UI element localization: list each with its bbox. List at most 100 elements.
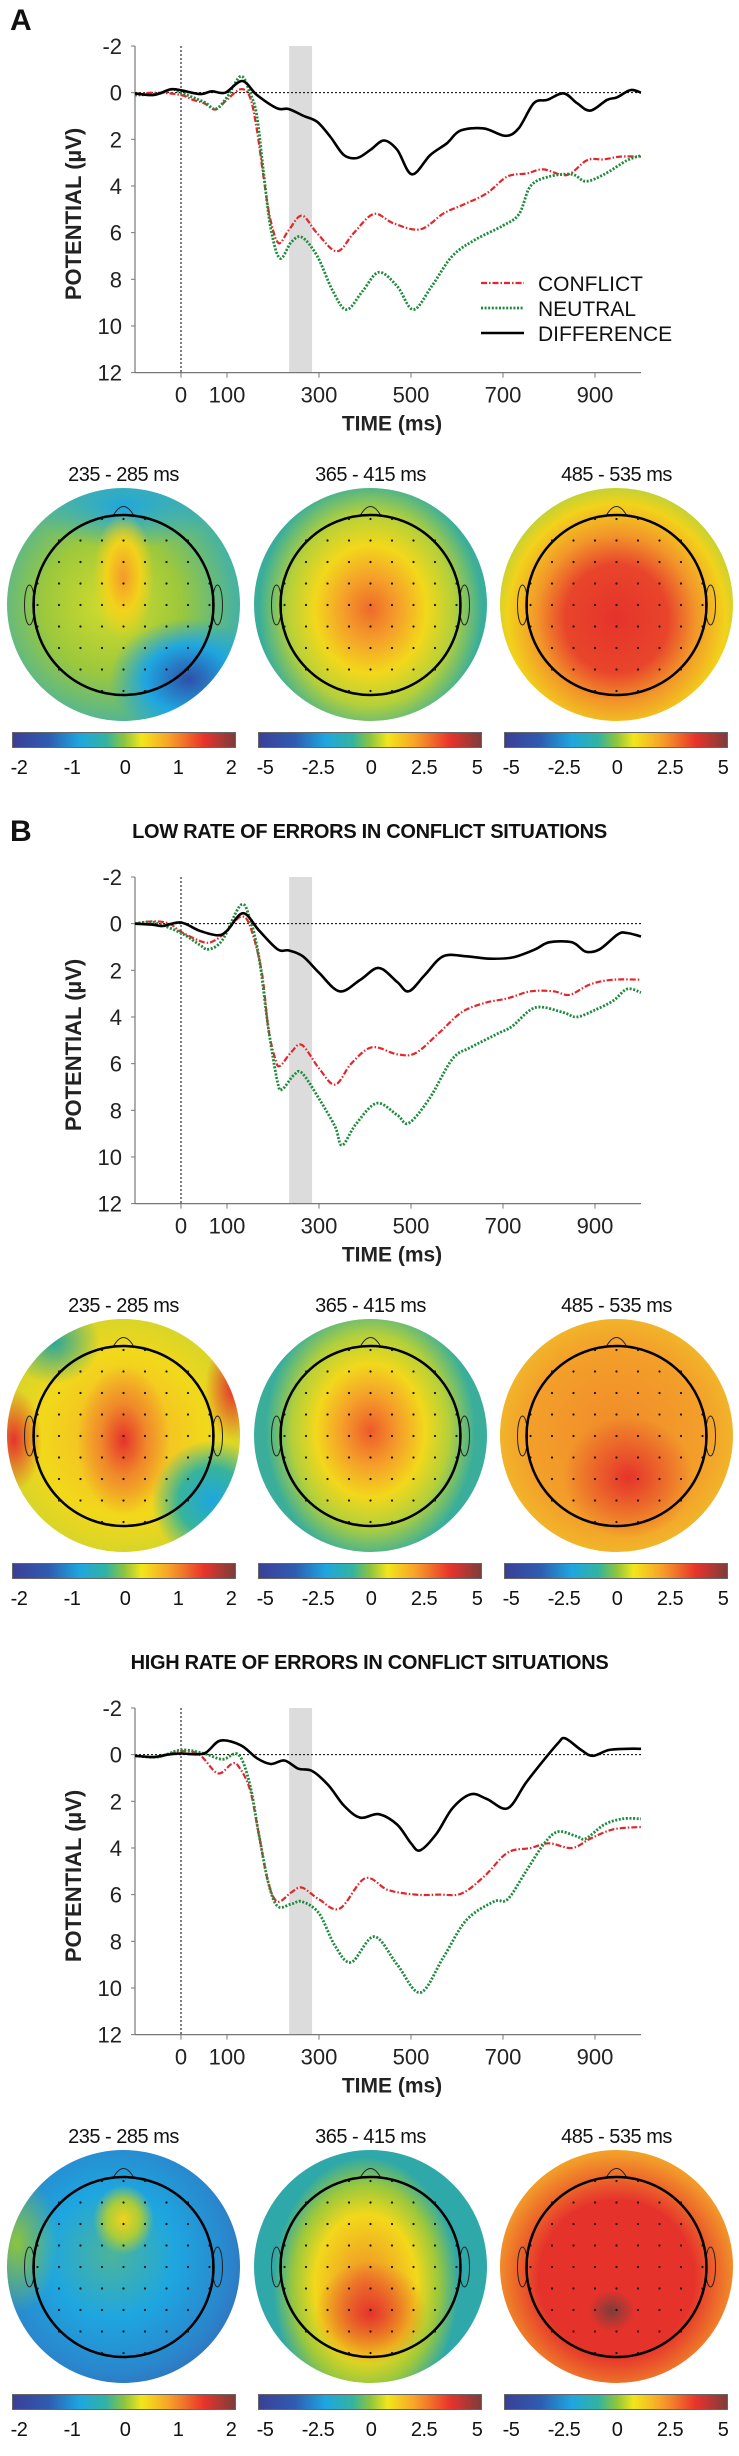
electrode-dot	[433, 539, 437, 542]
electrode-dot	[143, 560, 147, 564]
electrode-dot	[390, 2308, 394, 2312]
electrode-dot	[572, 2265, 575, 2269]
electrode-dot	[636, 2308, 640, 2312]
x-tick-label: 900	[577, 1214, 614, 1239]
electrode-dot	[615, 689, 618, 693]
electrode-dot	[390, 646, 394, 650]
electrode-dot	[390, 1391, 394, 1395]
electrode-dot	[143, 1456, 147, 1459]
electrode-dot	[412, 668, 415, 671]
colorbar-tick-label: 2.5	[656, 757, 684, 779]
electrode-dot	[412, 1499, 415, 1502]
electrode-dot	[208, 1434, 211, 1438]
electrode-dot	[304, 539, 308, 542]
electrode-dot	[304, 2308, 308, 2312]
electrode-dot	[143, 1370, 147, 1373]
electrode-dot	[122, 2308, 125, 2312]
electrode-dot	[143, 517, 147, 521]
electrode-dot	[347, 1499, 351, 1502]
nose-icon	[359, 1337, 382, 1348]
x-tick-label: 0	[175, 1214, 187, 1239]
electrode-dot	[636, 2244, 640, 2247]
electrode-dot	[143, 668, 147, 671]
electrode-dot	[304, 603, 308, 607]
electrode-dot	[550, 2308, 554, 2312]
electrode-dot	[186, 560, 190, 564]
electrode-dot	[593, 560, 597, 564]
electrode-dot	[636, 1370, 640, 1373]
electrode-dot	[122, 625, 125, 628]
electrode-dot	[455, 1434, 458, 1438]
electrode-dot	[369, 2201, 372, 2204]
electrode-dot	[57, 2265, 61, 2269]
electrode-dot	[679, 668, 683, 671]
electrode-dot	[122, 1477, 125, 1481]
electrode-dot	[304, 625, 308, 628]
electrode-dot	[57, 1370, 61, 1373]
electrode-dot	[550, 2222, 554, 2226]
y-axis-label: POTENTIAL (µV)	[61, 128, 86, 300]
electrode-dot	[326, 2222, 329, 2226]
electrode-dot	[347, 1391, 351, 1395]
electrode-dot	[326, 1413, 329, 1416]
head-circle	[525, 1344, 708, 1528]
electrode-dot	[79, 582, 82, 585]
electrode-dot	[636, 2265, 640, 2269]
x-tick-label: 700	[485, 2045, 522, 2070]
electrode-dot	[636, 646, 640, 650]
electrode-dot	[593, 2265, 597, 2269]
electrode-dot	[79, 2265, 82, 2269]
electrode-dot	[615, 625, 618, 628]
nose-icon	[605, 2168, 628, 2179]
colorbar-tick-label: -1	[63, 757, 81, 779]
electrode-dot	[347, 2265, 351, 2269]
head-circle	[32, 1344, 215, 1528]
electrode-dot	[412, 1477, 415, 1481]
electrode-dot	[186, 2287, 190, 2290]
colorbar-tick-label: 2.5	[656, 2419, 684, 2441]
y-tick-label: 12	[98, 2023, 122, 2048]
electrode-dot	[369, 646, 372, 650]
electrode-dot	[165, 668, 168, 671]
electrode-dot	[143, 2287, 147, 2290]
electrode-dot	[658, 2287, 661, 2290]
electrode-dot	[122, 2244, 125, 2247]
electrode-dot	[186, 646, 190, 650]
electrode-dot	[550, 539, 554, 542]
electrode-dot	[658, 2308, 661, 2312]
electrode-dot	[57, 2308, 61, 2312]
y-tick-label: 4	[110, 1005, 122, 1030]
electrode-dot	[636, 2330, 640, 2333]
electrode-dot	[347, 560, 351, 564]
electrode-dot	[165, 1434, 168, 1438]
electrode-dot	[304, 1499, 308, 1502]
electrode-dot	[283, 2287, 286, 2290]
colorbar-tick-label: -2	[10, 757, 28, 779]
electrode-dot	[455, 2265, 458, 2269]
y-tick-label: 6	[110, 1052, 122, 1077]
scalp-topography-map	[7, 2150, 240, 2383]
electrode-dot	[208, 2287, 211, 2290]
electrode-dot	[679, 2330, 683, 2333]
electrode-dot	[326, 2308, 329, 2312]
electrode-dot	[143, 539, 147, 542]
electrode-dot	[283, 1413, 286, 1416]
electrode-dot	[143, 1499, 147, 1502]
electrode-dot	[143, 582, 147, 585]
electrode-dot	[100, 2308, 104, 2312]
electrode-dot	[550, 1456, 554, 1459]
electrode-dot	[658, 582, 661, 585]
electrode-dot	[165, 2222, 168, 2226]
series-line-difference	[134, 911, 642, 993]
electrode-dot	[455, 603, 458, 607]
electrode-dot	[347, 689, 351, 693]
electrode-dot	[615, 2308, 618, 2312]
y-tick-label: 2	[110, 127, 122, 152]
electrode-dot	[369, 689, 372, 693]
electrode-dot	[122, 1413, 125, 1416]
electrode-dot	[679, 1477, 683, 1481]
electrode-dot	[679, 1434, 683, 1438]
electrode-dot	[412, 560, 415, 564]
electrode-dot	[593, 625, 597, 628]
electrode-dot	[529, 625, 532, 628]
